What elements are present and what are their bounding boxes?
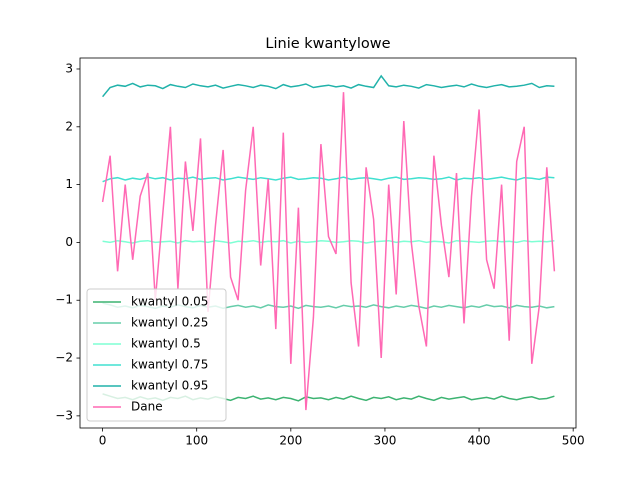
x-tick-label: 0 — [99, 434, 107, 448]
y-tick-label: −3 — [55, 408, 73, 422]
chart-title: Linie kwantylowe — [265, 36, 390, 52]
x-tick-label: 200 — [279, 434, 302, 448]
y-tick-label: 0 — [65, 235, 73, 249]
legend-label: kwantyl 0.75 — [131, 358, 208, 372]
legend-box — [86, 288, 227, 422]
series-line — [102, 239, 555, 244]
legend-label: kwantyl 0.5 — [131, 337, 201, 351]
x-tick-label: 300 — [373, 434, 396, 448]
legend-label: kwantyl 0.95 — [131, 379, 208, 393]
y-tick-label: 2 — [65, 119, 73, 133]
x-tick-label: 500 — [562, 434, 585, 448]
legend-label: kwantyl 0.05 — [131, 295, 208, 309]
x-tick-label: 400 — [468, 434, 491, 448]
axes-frame — [79, 57, 577, 429]
legend: kwantyl 0.05 kwantyl 0.25 kwantyl 0.5 kwant… — [86, 288, 227, 422]
y-tick-label: 3 — [65, 61, 73, 75]
y-tick-label: −1 — [55, 293, 73, 307]
legend-label: kwantyl 0.25 — [131, 316, 208, 330]
y-tick-label: −2 — [55, 351, 73, 365]
legend-label: Dane — [131, 400, 163, 414]
y-tick-label: 1 — [65, 177, 73, 191]
series-line — [102, 176, 555, 183]
series-line — [102, 74, 555, 98]
x-tick-label: 100 — [185, 434, 208, 448]
